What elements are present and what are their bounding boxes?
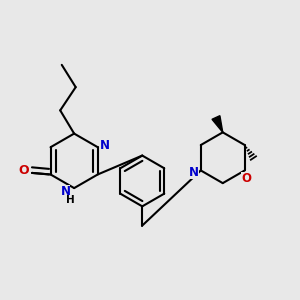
Text: N: N [189, 167, 199, 179]
Polygon shape [212, 116, 223, 132]
Text: H: H [66, 195, 75, 205]
Text: N: N [100, 139, 110, 152]
Text: O: O [241, 172, 251, 185]
Text: N: N [61, 185, 70, 198]
Text: O: O [18, 164, 28, 177]
